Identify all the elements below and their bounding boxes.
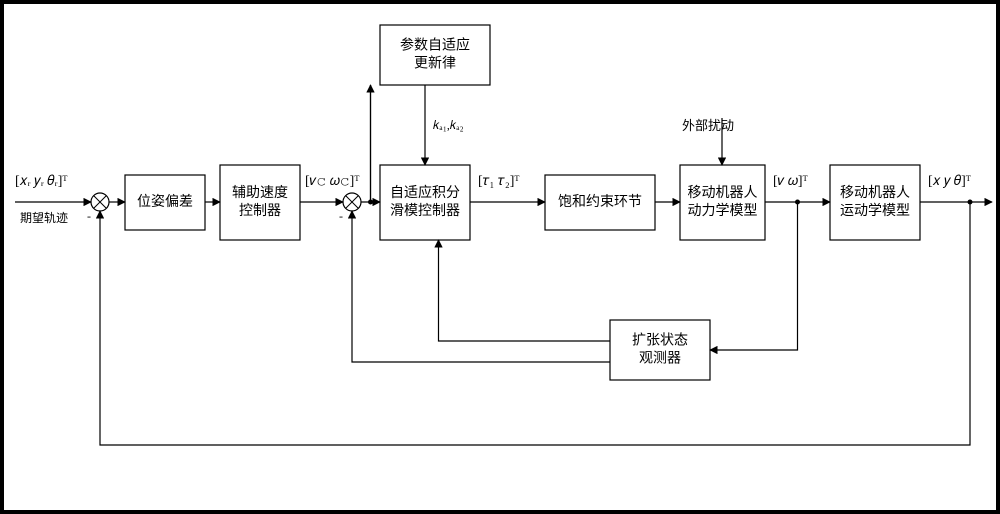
sum1-minus: - (87, 209, 91, 223)
eso-block (610, 320, 710, 380)
tap-v (795, 200, 800, 205)
dyn-block-line-1: 动力学模型 (688, 203, 758, 219)
signal-ref-label: [𝑥ᵣ 𝑦ᵣ 𝜃ᵣ]ᵀ (15, 174, 67, 189)
arrow-eso-sum2 (352, 211, 610, 362)
adapt_law-block-line-0: 参数自适应 (400, 37, 470, 54)
arrow-v-eso (710, 202, 798, 350)
arrow-feedback-outer (100, 202, 970, 445)
signal-out: [𝑥 𝑦 𝜃]ᵀ (928, 174, 971, 189)
signal-vc: [𝑣𝚌 𝜔𝚌]ᵀ (305, 174, 359, 189)
outer-border (2, 2, 998, 512)
kin-block (830, 165, 920, 240)
dyn-block-line-0: 移动机器人 (688, 185, 758, 201)
eso-block-line-0: 扩张状态 (632, 333, 688, 349)
kin-block-line-1: 运动学模型 (840, 203, 910, 219)
arrow-eso-smc (439, 240, 611, 341)
smc-block-line-0: 自适应积分 (390, 184, 460, 201)
dyn-block (680, 165, 765, 240)
aux_ctrl-block-line-1: 控制器 (239, 203, 281, 219)
sum2-minus: - (339, 209, 343, 223)
signal-v: [𝑣 𝜔]ᵀ (773, 174, 808, 189)
signal-dist: 外部扰动 (682, 118, 734, 133)
signal-tau: [𝜏₁ 𝜏₂]ᵀ (478, 174, 519, 189)
aux_ctrl-block-line-0: 辅助速度 (232, 185, 288, 201)
sat-block-label: 饱和约束环节 (558, 194, 642, 210)
smc-block-line-1: 滑模控制器 (390, 202, 460, 219)
signal-ka: 𝑘ₐ₁,𝑘ₐ₂ (433, 118, 464, 132)
tap-adapt (368, 200, 373, 205)
kin-block-line-0: 移动机器人 (840, 185, 910, 201)
adapt_law-block-line-1: 更新律 (414, 56, 456, 72)
aux_ctrl-block (220, 165, 300, 240)
eso-block-line-1: 观测器 (639, 351, 681, 367)
adapt_law-block (380, 25, 490, 85)
signal-ref-sub: 期望轨迹 (20, 211, 68, 225)
pose_err-block-label: 位姿偏差 (137, 194, 193, 210)
smc-block (380, 165, 470, 240)
